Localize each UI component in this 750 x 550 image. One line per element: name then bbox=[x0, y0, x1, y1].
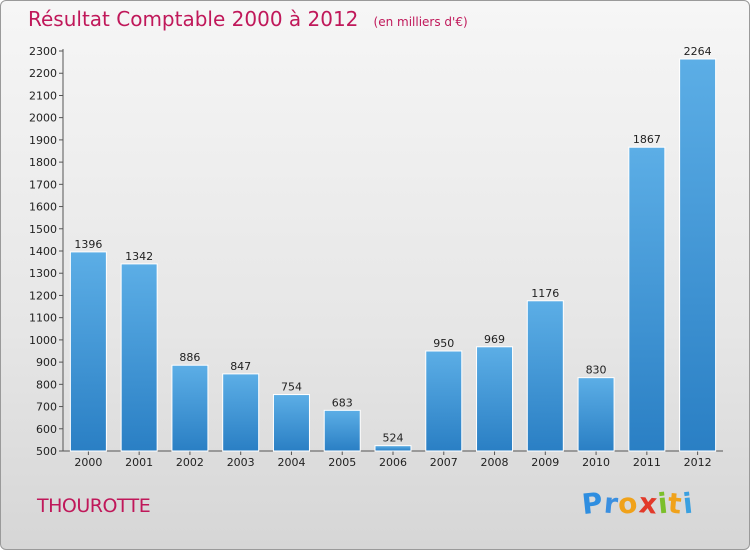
bar bbox=[476, 346, 514, 452]
bars bbox=[69, 58, 717, 452]
logo-letter: i bbox=[680, 486, 695, 521]
y-tick-label: 1300 bbox=[29, 267, 57, 280]
data-label: 969 bbox=[484, 333, 505, 346]
y-tick-label: 1500 bbox=[29, 223, 57, 236]
y-tick-label: 2200 bbox=[29, 67, 57, 80]
y-tick-label: 1600 bbox=[29, 201, 57, 214]
x-tick-label: 2000 bbox=[74, 456, 102, 469]
y-tick-label: 1000 bbox=[29, 334, 57, 347]
y-tick-label: 1400 bbox=[29, 245, 57, 258]
x-tick-label: 2002 bbox=[176, 456, 204, 469]
data-label: 1176 bbox=[531, 287, 559, 300]
bar bbox=[628, 146, 666, 452]
y-tick-label: 600 bbox=[36, 423, 57, 436]
y-tick-label: 1200 bbox=[29, 289, 57, 302]
data-label: 1867 bbox=[633, 133, 661, 146]
x-tick-label: 2009 bbox=[531, 456, 559, 469]
y-tick-label: 1900 bbox=[29, 134, 57, 147]
x-tick-label: 2003 bbox=[227, 456, 255, 469]
y-tick-label: 900 bbox=[36, 356, 57, 369]
bar bbox=[577, 377, 615, 452]
bar bbox=[222, 373, 260, 452]
x-tick-label: 2006 bbox=[379, 456, 407, 469]
x-tick-label: 2010 bbox=[582, 456, 610, 469]
data-label: 1396 bbox=[74, 238, 102, 251]
bar bbox=[272, 394, 310, 452]
bar bbox=[171, 364, 209, 452]
x-tick-label: 2001 bbox=[125, 456, 153, 469]
chart-subtitle: (en milliers d'€) bbox=[373, 15, 468, 29]
x-tick-label: 2005 bbox=[328, 456, 356, 469]
chart-title: Résultat Comptable 2000 à 2012 bbox=[28, 7, 359, 31]
y-tick-label: 700 bbox=[36, 401, 57, 414]
bar bbox=[323, 409, 361, 452]
y-tick-label: 2100 bbox=[29, 89, 57, 102]
chart-title-row: Résultat Comptable 2000 à 2012 (en milli… bbox=[28, 7, 468, 31]
axes: 500 600 700 800 900 1000 1100 1200 1300 1400 1500 1… bbox=[29, 45, 723, 469]
commune-name: THOUROTTE bbox=[37, 495, 151, 517]
bar bbox=[425, 350, 463, 452]
x-tick-label: 2008 bbox=[481, 456, 509, 469]
data-label: 2264 bbox=[684, 45, 712, 58]
logo-letter: o bbox=[616, 486, 641, 521]
data-label: 1342 bbox=[125, 250, 153, 263]
bar bbox=[374, 445, 412, 452]
data-labels: 1396 1342 886 847 754 683 524 950 969 1176 830 1867… bbox=[74, 45, 711, 445]
proxiti-logo[interactable]: Proxiti bbox=[580, 485, 695, 522]
logo-letter: P bbox=[580, 485, 606, 522]
y-tick-label: 1100 bbox=[29, 312, 57, 325]
data-label: 683 bbox=[332, 396, 353, 409]
data-label: 830 bbox=[586, 364, 607, 377]
x-tick-label: 2004 bbox=[277, 456, 305, 469]
y-tick-label: 2000 bbox=[29, 112, 57, 125]
x-tick-label: 2007 bbox=[430, 456, 458, 469]
bar bbox=[69, 251, 107, 452]
y-tick-label: 1700 bbox=[29, 178, 57, 191]
data-label: 847 bbox=[230, 360, 251, 373]
x-tick-label: 2011 bbox=[633, 456, 661, 469]
bar bbox=[679, 58, 717, 452]
data-label: 950 bbox=[433, 337, 454, 350]
data-label: 524 bbox=[383, 432, 404, 445]
data-label: 754 bbox=[281, 381, 302, 394]
data-label: 886 bbox=[179, 351, 200, 364]
y-tick-label: 2300 bbox=[29, 45, 57, 58]
y-tick-label: 1800 bbox=[29, 156, 57, 169]
y-tick-label: 800 bbox=[36, 378, 57, 391]
y-tick-label: 500 bbox=[36, 445, 57, 458]
x-tick-label: 2012 bbox=[684, 456, 712, 469]
bar bbox=[526, 300, 564, 452]
bar bbox=[120, 263, 158, 452]
